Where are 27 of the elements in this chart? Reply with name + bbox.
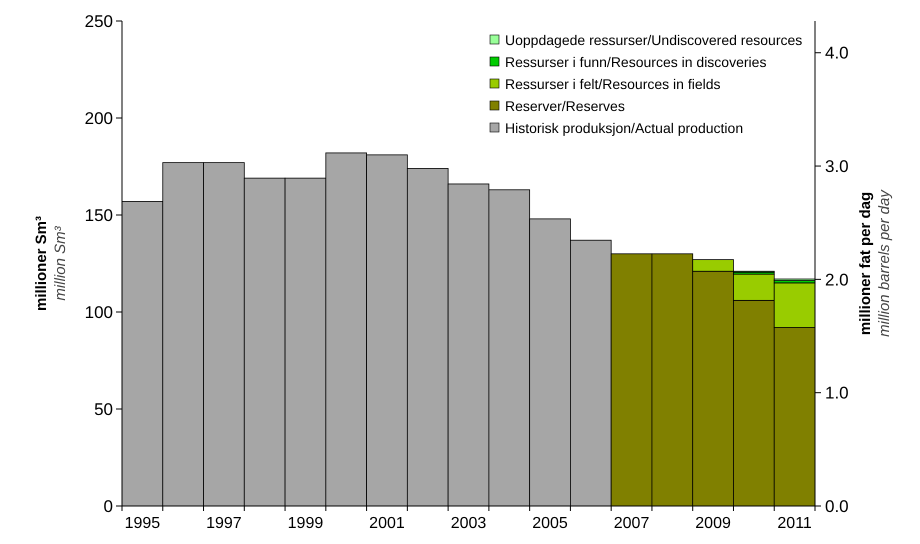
y-tick-label: 50 (94, 400, 113, 419)
y-tick-label: 250 (84, 12, 113, 31)
y2-tick-label: 0.0 (825, 496, 849, 516)
x-tick-label: 2007 (614, 515, 650, 532)
legend-label: Ressurser i felt/Resources in fields (505, 76, 721, 92)
x-tick-label: 1997 (206, 515, 242, 532)
x-tick-label: 2001 (369, 515, 405, 532)
legend-label: Ressurser i funn/Resources in discoveries (505, 54, 766, 70)
y-tick-label: 150 (84, 206, 113, 225)
y-tick-label: 200 (84, 108, 113, 128)
y2-tick-label: 4.0 (825, 44, 849, 63)
legend-label: Uoppdagede ressurser/Undiscovered resources (505, 32, 802, 48)
x-tick-label: 2005 (532, 515, 568, 532)
y2-axis-title: millioner fat per dag million barrels per day (857, 188, 893, 337)
x-tick-label: 2003 (450, 515, 486, 532)
legend-label: Reserver/Reserves (505, 98, 625, 114)
y-tick-label: 100 (84, 302, 113, 322)
x-tick-label: 1995 (124, 515, 160, 532)
x-tick-label: 2009 (695, 515, 731, 532)
legend-label: Historisk produksjon/Actual production (505, 120, 744, 136)
y-tick-label: 0 (104, 496, 113, 516)
y2-tick-label: 2.0 (825, 270, 849, 290)
y-axis-title: millioner Sm³ million Sm³ (33, 216, 69, 312)
x-tick-label: 2011 (777, 515, 812, 532)
y2-tick-label: 1.0 (825, 384, 849, 403)
y2-tick-label: 3.0 (825, 156, 849, 176)
x-tick-label: 1999 (288, 515, 324, 532)
